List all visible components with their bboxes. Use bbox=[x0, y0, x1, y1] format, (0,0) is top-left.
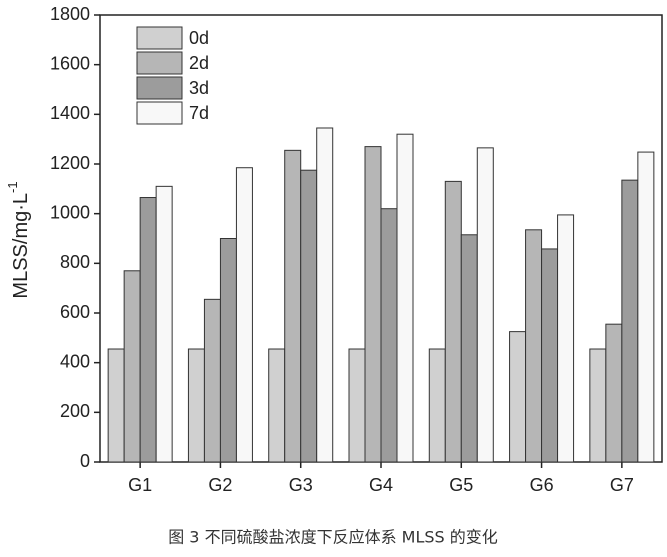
caption: 图 3 不同硫酸盐浓度下反应体系 MLSS 的变化 bbox=[168, 528, 498, 547]
legend-label: 2d bbox=[189, 53, 209, 73]
bar bbox=[348, 348, 366, 463]
bar bbox=[396, 133, 414, 463]
legend-label: 7d bbox=[189, 103, 209, 123]
y-axis-label: MLSS/mg·L-1 bbox=[5, 181, 32, 298]
bar bbox=[187, 348, 205, 463]
bar bbox=[316, 127, 334, 463]
bar bbox=[621, 179, 639, 463]
y-tick-label: 1800 bbox=[50, 4, 90, 24]
bar bbox=[476, 147, 494, 463]
bar bbox=[107, 348, 125, 463]
bar bbox=[155, 185, 173, 463]
y-tick-label: 1600 bbox=[50, 53, 90, 73]
x-tick-label: G5 bbox=[449, 475, 473, 495]
bar bbox=[525, 229, 543, 463]
y-tick-label: 400 bbox=[60, 351, 90, 371]
y-tick-label: 600 bbox=[60, 302, 90, 322]
x-tick-label: G4 bbox=[369, 475, 393, 495]
bar bbox=[364, 146, 382, 463]
bar bbox=[203, 298, 221, 463]
legend-swatch bbox=[136, 76, 183, 100]
x-tick-label: G6 bbox=[530, 475, 554, 495]
bar bbox=[219, 238, 237, 463]
bar bbox=[444, 180, 462, 463]
legend-swatch bbox=[136, 101, 183, 125]
y-tick-label: 800 bbox=[60, 252, 90, 272]
bar bbox=[605, 323, 623, 463]
legend-label: 3d bbox=[189, 78, 209, 98]
bar bbox=[268, 348, 286, 463]
bar bbox=[509, 331, 527, 463]
y-label-superscript: -1 bbox=[5, 181, 20, 193]
legend-swatch bbox=[136, 51, 183, 75]
bar bbox=[557, 214, 575, 463]
bar bbox=[380, 208, 398, 463]
bar bbox=[589, 348, 607, 463]
bar bbox=[235, 167, 253, 463]
y-tick-label: 1000 bbox=[50, 202, 90, 222]
x-tick-label: G3 bbox=[289, 475, 313, 495]
x-tick-label: G7 bbox=[610, 475, 634, 495]
legend-label: 0d bbox=[189, 28, 209, 48]
bar bbox=[139, 197, 157, 463]
y-label-text: MLSS/mg·L bbox=[10, 193, 32, 299]
x-tick-label: G1 bbox=[128, 475, 152, 495]
x-tick-label: G2 bbox=[208, 475, 232, 495]
y-tick-label: 200 bbox=[60, 401, 90, 421]
bar bbox=[300, 169, 318, 463]
bar bbox=[428, 348, 446, 463]
y-tick-label: 0 bbox=[80, 451, 90, 471]
bar bbox=[460, 234, 478, 463]
bar bbox=[284, 149, 302, 463]
bar bbox=[123, 270, 141, 463]
y-tick-label: 1200 bbox=[50, 153, 90, 173]
legend-swatch bbox=[136, 26, 183, 50]
y-tick-label: 1400 bbox=[50, 103, 90, 123]
bar bbox=[637, 151, 655, 463]
bar bbox=[541, 248, 559, 463]
